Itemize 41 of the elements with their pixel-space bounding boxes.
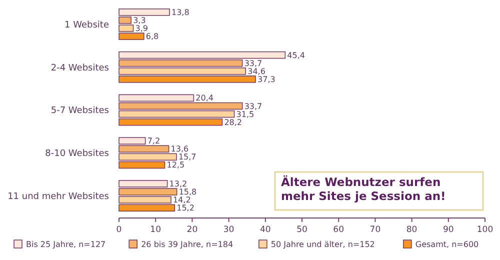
data-label: 3,9 [135,24,148,34]
y-tick-label: 8-10 Websites [45,149,110,160]
data-label: 6,8 [146,32,159,42]
x-tick-label: 0 [116,225,122,235]
data-label: 13,2 [169,180,188,189]
data-label: 37,3 [258,74,276,84]
x-tick-label: 30 [223,225,234,235]
data-label: 13,6 [170,144,189,154]
annotation: Ältere Webnutzer surfen mehr Sites je Session an! [281,175,446,203]
y-tick-label: 2-4 Websites [50,63,110,74]
y-tick-label: 5-7 Websites [50,106,110,116]
data-label: 33,7 [244,58,262,68]
data-label: 15,2 [176,204,194,213]
data-label: 34,6 [248,66,266,76]
data-label: 20,4 [196,94,214,103]
data-label: 28,2 [224,118,242,127]
x-tick-label: 10 [150,225,162,235]
data-label: 15,8 [178,188,197,197]
x-tick-label: 40 [260,225,271,235]
x-tick-label: 20 [186,225,198,235]
data-label: 33,7 [244,102,262,111]
legend-label: Gesamt, n=600 [415,240,479,249]
y-tick-label: 1 Website [64,20,110,30]
data-label: 14,2 [172,196,191,205]
x-tick-label: 90 [442,225,454,235]
data-label: 45,4 [287,50,305,60]
data-label: 15,7 [178,152,196,162]
x-tick-label: 60 [333,225,344,235]
legend-label: 50 Jahre und älter, n=152 [270,240,375,249]
x-tick-label: 100 [476,225,494,235]
data-label: 31,5 [236,110,254,119]
data-label: 3,3 [133,16,146,26]
x-tick-label: 50 [296,225,308,235]
data-label: 12,5 [166,160,185,170]
y-tick-label: 11 und mehr Websites [8,192,110,202]
data-label: 7,2 [147,136,160,146]
legend-label: Bis 25 Jahre, n=127 [26,240,106,249]
data-label: 13,8 [172,8,190,17]
legend-label: 26 bis 39 Jahre, n=184 [141,240,234,249]
x-tick-label: 70 [370,225,381,235]
x-tick-label: 80 [406,225,418,235]
